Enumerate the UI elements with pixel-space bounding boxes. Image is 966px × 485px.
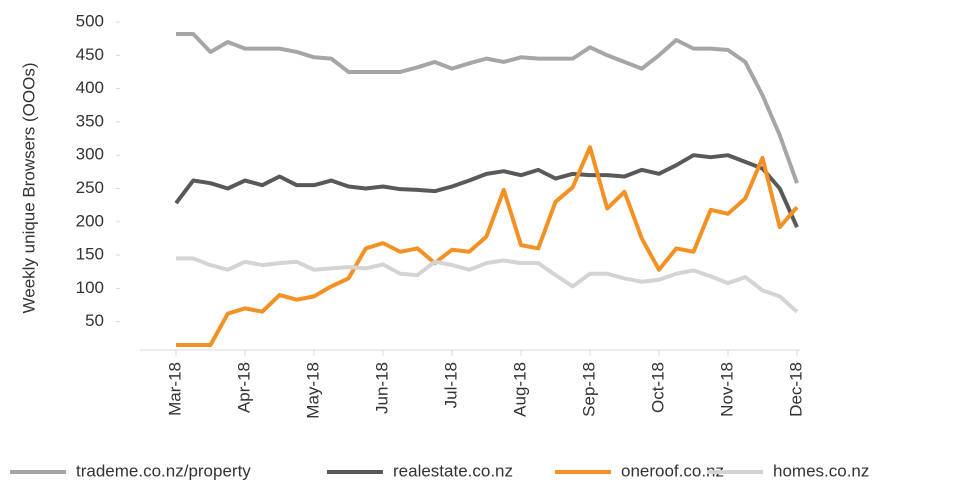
y-tick-label: 250: [76, 178, 104, 197]
y-tick-label: 350: [76, 111, 104, 130]
x-tick-label: May-18: [303, 362, 322, 419]
y-tick-label: 100: [76, 278, 104, 297]
series-line: [176, 145, 799, 348]
x-tick-label: Oct-18: [648, 362, 667, 413]
legend-label: homes.co.nz: [773, 461, 869, 480]
y-tick-label: 300: [76, 145, 104, 164]
y-tick-label: 500: [76, 11, 104, 30]
x-tick-label: Dec-18: [786, 362, 805, 417]
y-tick-label: 400: [76, 78, 104, 97]
legend-label: oneroof.co.nz: [621, 461, 724, 480]
y-tick-label: 50: [85, 311, 104, 330]
series-line: [174, 153, 799, 228]
legend-label: realestate.co.nz: [393, 461, 513, 480]
x-tick-label: Nov-18: [717, 362, 736, 417]
series-line: [176, 256, 799, 314]
y-tick-label: 200: [76, 211, 104, 230]
x-tick-label: Mar-18: [165, 362, 184, 416]
y-axis-label: Weekly unique Browsers (OOOs): [19, 63, 38, 314]
legend-label: trademe.co.nz/property: [76, 461, 251, 480]
x-tick-label: Sep-18: [579, 362, 598, 417]
series-line: [176, 31, 799, 184]
x-tick-label: Apr-18: [234, 362, 253, 413]
y-tick-label: 150: [76, 245, 104, 264]
x-tick-label: Jun-18: [372, 362, 391, 414]
x-tick-label: Jul-18: [441, 362, 460, 408]
y-tick-label: 450: [76, 45, 104, 64]
x-tick-label: Aug-18: [510, 362, 529, 417]
